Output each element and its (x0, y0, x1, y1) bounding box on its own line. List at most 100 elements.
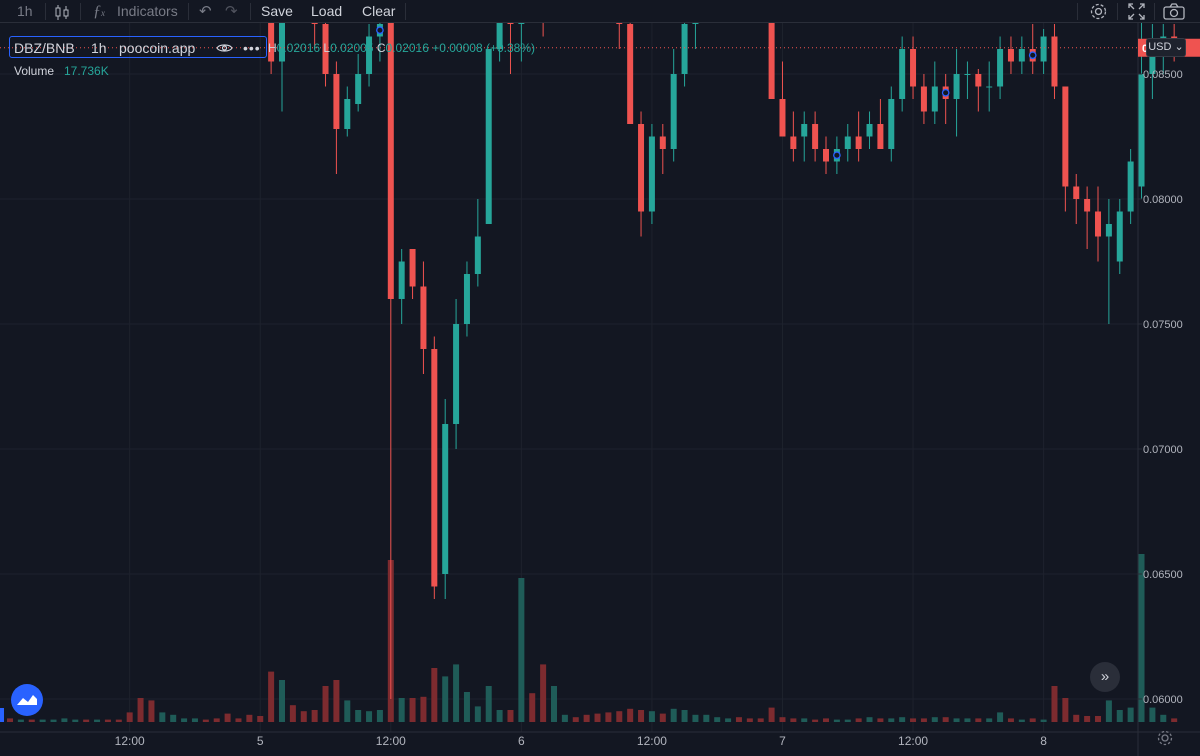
toolbar-divider (1154, 3, 1155, 20)
save-button[interactable]: Save (261, 3, 293, 19)
load-button[interactable]: Load (311, 3, 343, 19)
fx-icon[interactable]: ƒx (93, 3, 105, 20)
volume-bar (453, 664, 460, 722)
volume-bar (899, 717, 906, 722)
volume-bar (159, 712, 166, 722)
volume-bar (28, 719, 35, 722)
volume-bar (104, 719, 111, 722)
volume-bar (638, 710, 645, 722)
legend-symbol[interactable]: DBZ/BNB (14, 40, 75, 56)
symbol-legend-box[interactable] (9, 36, 267, 58)
candle-body (986, 86, 993, 88)
fullscreen-icon[interactable] (1128, 3, 1145, 20)
currency-label: USD (1148, 41, 1172, 53)
currency-select[interactable]: USD ⌄ (1146, 38, 1186, 57)
legend-interval: 1h (91, 40, 107, 56)
high-value: 0.02016 (276, 41, 321, 55)
logo-icon[interactable] (11, 684, 43, 716)
panel-resize-handle[interactable] (0, 708, 4, 722)
volume-bar (1149, 707, 1156, 722)
trade-markers (376, 26, 1037, 160)
volume-bar (540, 664, 547, 722)
candle-body (322, 24, 329, 74)
volume-bar (366, 711, 373, 722)
candle-body (333, 74, 340, 129)
candle-body (920, 86, 927, 112)
volume-bar (1160, 714, 1167, 722)
volume-bar (910, 718, 917, 722)
candle-body (1040, 36, 1047, 62)
clear-button[interactable]: Clear (362, 3, 396, 19)
volume-bar (518, 578, 525, 722)
volume-bar (1051, 686, 1058, 722)
volume-bar (420, 696, 427, 722)
time-axis: 12:00 5 12:00 6 12:00 7 12:00 8 (115, 734, 1048, 748)
time-tick-label: 12:00 (376, 734, 406, 748)
top-toolbar: 1h ƒx Indicators ↶ ↷ Save Load Clear (0, 0, 1200, 23)
volume-bar (344, 700, 351, 722)
toolbar-divider (405, 3, 406, 20)
toolbar-divider (1077, 3, 1078, 20)
volume-bar (561, 714, 568, 722)
settings-icon[interactable] (1089, 2, 1108, 21)
volume-bar (627, 708, 634, 722)
candle-body (463, 274, 470, 324)
volume-bar (181, 718, 188, 722)
undo-icon[interactable]: ↶ (199, 3, 212, 20)
volume-bar (551, 686, 557, 722)
volume-bar (583, 714, 590, 722)
candle-body (453, 324, 460, 424)
candle-body (1105, 224, 1112, 237)
volume-bar (1007, 718, 1014, 722)
eye-icon[interactable] (216, 41, 233, 57)
candle-body (627, 24, 634, 124)
legend-ohlc: H0.02016 L0.02005 C0.02016 +0.00008 (+0.… (268, 42, 535, 54)
candles-icon[interactable] (54, 4, 70, 20)
volume-value: 17.736K (64, 64, 109, 78)
price-tick-label: 0.06500 (1143, 569, 1183, 581)
candle-body (1073, 186, 1080, 199)
volume-bar (1105, 700, 1112, 722)
volume-bar (768, 707, 775, 722)
volume-bar (1073, 714, 1080, 722)
candle-body (692, 23, 699, 24)
price-tick-label: 0.08500 (1143, 69, 1183, 81)
axis-settings-icon[interactable] (1156, 729, 1176, 749)
candle-body (964, 74, 971, 75)
volume-bar (931, 717, 938, 722)
volume-bar (474, 706, 481, 722)
volume-bar (801, 718, 808, 722)
candle-body (997, 49, 1004, 87)
volume-bar (1018, 719, 1025, 722)
volume-bar (61, 718, 68, 722)
close-value: 0.02016 (385, 41, 429, 55)
volume-bar (300, 711, 307, 722)
camera-icon[interactable] (1163, 3, 1185, 20)
indicators-button[interactable]: Indicators (117, 3, 178, 19)
more-icon[interactable]: ••• (243, 40, 261, 56)
volume-bar (866, 717, 873, 722)
scroll-to-realtime-icon[interactable]: » (1090, 662, 1120, 692)
candle-body (823, 149, 829, 162)
interval-button[interactable]: 1h (17, 3, 33, 19)
volume-bar (376, 710, 383, 722)
redo-icon[interactable]: ↷ (225, 3, 238, 20)
volume-bar (735, 717, 742, 722)
volume-bar (855, 718, 862, 722)
price-tick-label: 0.06000 (1143, 694, 1183, 706)
volume-bar (409, 698, 416, 722)
volume-bar (289, 705, 296, 722)
volume-bar (953, 718, 960, 722)
volume-bar (17, 719, 24, 722)
candle-body (518, 23, 525, 24)
price-chart[interactable]: 0.08500 0.08000 0.07500 0.07000 0.06500 0.060… (0, 23, 1200, 756)
volume-bar (311, 710, 318, 722)
volume-bar (191, 718, 198, 722)
candle-body (431, 349, 438, 587)
volume-bar (605, 712, 612, 722)
candle-body (1127, 161, 1134, 212)
candle-body (866, 124, 873, 137)
candle-body (1007, 49, 1014, 62)
volume-bar (137, 698, 144, 722)
volume-bar (572, 717, 579, 722)
